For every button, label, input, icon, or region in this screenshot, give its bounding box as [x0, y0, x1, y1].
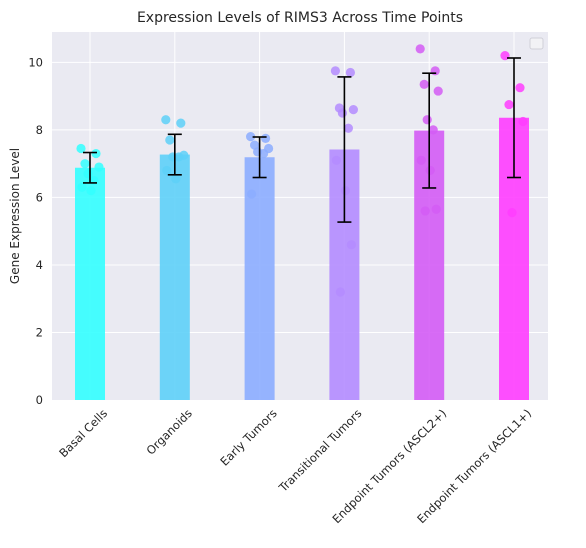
bar	[159, 154, 190, 400]
x-tick-labels: Basal Cells Organoids Early TumorsTransiti…	[56, 406, 534, 526]
data-point	[246, 132, 256, 142]
x-tick-label: Transitional Tumors	[275, 406, 364, 495]
data-point	[91, 148, 101, 159]
data-point	[428, 125, 438, 135]
data-point	[500, 51, 510, 61]
data-point	[433, 86, 443, 96]
data-point	[430, 66, 440, 76]
data-point	[340, 186, 350, 196]
x-tick-label: Organoids	[143, 406, 194, 457]
data-point	[515, 83, 525, 93]
error-bars	[83, 57, 521, 223]
data-point	[419, 79, 429, 89]
y-axis-label: Gene Expression Level	[8, 148, 22, 284]
data-point	[76, 143, 86, 154]
data-point	[343, 123, 353, 133]
data-point	[77, 182, 87, 192]
bars	[75, 117, 529, 401]
data-point	[162, 165, 172, 176]
data-point	[518, 116, 528, 127]
y-tick-label: 0	[36, 393, 43, 407]
data-point	[420, 206, 430, 216]
data-point	[507, 208, 517, 218]
x-tick-label: Early Tumors	[217, 406, 279, 468]
data-point	[174, 152, 184, 162]
chart-title: Expression Levels of RIMS3 Across Time P…	[137, 10, 463, 26]
data-point	[176, 118, 186, 128]
y-tick-labels: 0 2 4 6 8 10	[28, 55, 43, 407]
y-tick-label: 2	[36, 325, 43, 339]
y-tick-label: 4	[36, 258, 43, 272]
data-point	[425, 165, 435, 176]
data-point	[346, 240, 356, 250]
legend-box	[529, 37, 544, 50]
data-point	[330, 66, 340, 76]
data-point	[259, 148, 269, 159]
data-point	[416, 155, 426, 165]
data-point	[161, 115, 171, 125]
y-tick-label: 10	[28, 55, 43, 69]
data-point	[94, 162, 104, 172]
data-point	[247, 189, 257, 199]
data-point	[80, 159, 90, 169]
data-point	[337, 108, 347, 118]
y-tick-label: 6	[36, 190, 43, 204]
data-point	[165, 135, 175, 145]
data-point	[415, 44, 425, 54]
y-tick-label: 8	[36, 123, 43, 137]
data-point	[422, 115, 432, 125]
data-point	[345, 67, 355, 78]
data-point	[348, 105, 358, 115]
data-point	[331, 155, 341, 165]
data-point	[335, 287, 345, 297]
data-point	[261, 133, 271, 143]
plot-background	[52, 32, 548, 400]
data-point	[504, 99, 514, 110]
data-point	[86, 186, 96, 196]
bar	[75, 167, 105, 400]
data-point	[431, 204, 441, 214]
data-point	[171, 174, 181, 184]
x-tick-label: Basal Cells	[56, 406, 110, 460]
